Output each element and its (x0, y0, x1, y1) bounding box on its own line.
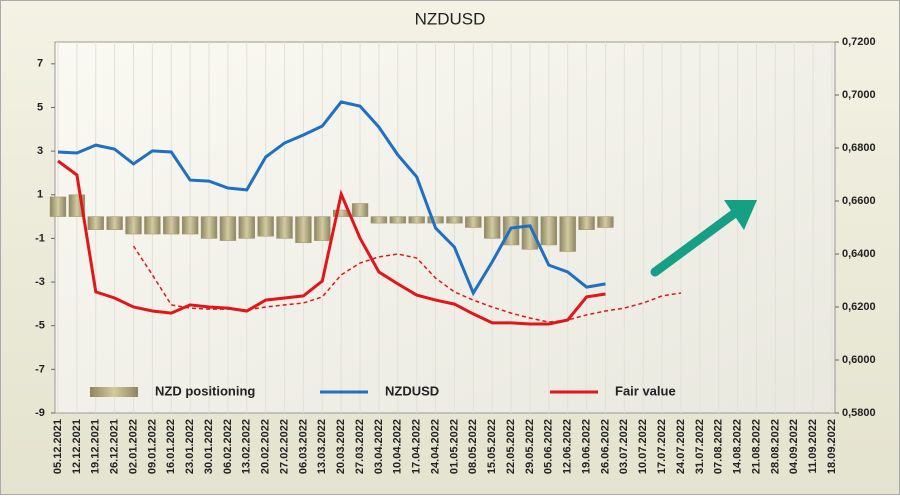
x-tick-label: 24.07.2022 (675, 419, 687, 474)
legend-swatch (90, 387, 138, 397)
y2-tick-label: 0,7000 (842, 89, 876, 101)
legend-label: NZD positioning (155, 383, 255, 398)
y-tick-label: 5 (37, 101, 43, 113)
y2-tick-label: 0,6600 (842, 195, 876, 207)
y2-tick-label: 0,6000 (842, 354, 876, 366)
x-tick-label: 19.12.2021 (90, 419, 102, 474)
y-tick-label: 1 (37, 189, 43, 201)
bar (540, 216, 558, 246)
y-tick-label: -1 (35, 232, 45, 244)
bar (125, 216, 142, 235)
y-tick-label: -3 (35, 276, 45, 288)
x-tick-label: 12.12.2021 (71, 419, 83, 474)
x-tick-label: 26.12.2021 (109, 419, 121, 474)
bar (238, 216, 255, 239)
bar (389, 216, 406, 224)
x-tick-label: 26.06.2022 (599, 419, 611, 474)
x-tick-label: 28.08.2022 (769, 419, 781, 474)
x-tick-label: 02.01.2022 (127, 419, 139, 474)
x-tick-label: 07.08.2022 (713, 419, 725, 474)
bar (144, 216, 161, 235)
x-tick-label: 05.12.2021 (52, 419, 64, 474)
line (57, 100, 606, 297)
x-tick-label: 17.07.2022 (656, 419, 668, 474)
trend-arrow (650, 208, 740, 277)
bar (314, 216, 331, 241)
x-tick-label: 23.01.2022 (184, 419, 196, 474)
x-tick-label: 19.06.2022 (580, 419, 592, 474)
y2-tick-label: 0,7200 (842, 36, 876, 48)
x-tick-label: 09.01.2022 (146, 419, 158, 474)
x-tick-label: 18.09.2022 (826, 419, 838, 474)
x-tick-label: 29.05.2022 (524, 419, 536, 474)
y-tick-label: -7 (35, 363, 45, 375)
line (57, 159, 606, 326)
y2-tick-label: 0,6200 (842, 301, 876, 313)
x-tick-label: 03.04.2022 (373, 419, 385, 474)
bar (351, 203, 369, 217)
bar (578, 216, 595, 230)
line (132, 245, 682, 323)
x-tick-label: 05.06.2022 (543, 419, 555, 474)
bar (521, 216, 539, 250)
x-tick-label: 14.08.2022 (732, 419, 744, 474)
y-tick-label: -5 (35, 320, 45, 332)
bar (370, 216, 388, 224)
bar (200, 216, 218, 239)
x-tick-label: 20.02.2022 (260, 419, 272, 474)
x-tick-label: 24.04.2022 (429, 419, 441, 474)
x-tick-label: 04.09.2022 (788, 419, 800, 474)
x-tick-label: 21.08.2022 (750, 419, 762, 474)
x-tick-label: 30.01.2022 (203, 419, 215, 474)
y-tick-label: 3 (37, 145, 43, 157)
bar (597, 216, 614, 228)
bar (446, 216, 463, 224)
x-tick-label: 03.07.2022 (618, 419, 630, 474)
bar (484, 216, 501, 239)
x-tick-label: 20.03.2022 (335, 419, 347, 474)
x-tick-label: 12.06.2022 (562, 419, 574, 474)
x-tick-label: 13.03.2022 (316, 419, 328, 474)
x-tick-label: 17.04.2022 (411, 419, 423, 474)
bar (295, 216, 312, 244)
legend-label: NZDUSD (385, 383, 439, 398)
bar (87, 216, 104, 230)
x-tick-label: 10.07.2022 (637, 419, 649, 474)
x-tick-label: 08.05.2022 (467, 419, 479, 474)
y2-tick-label: 0,6800 (842, 142, 876, 154)
x-tick-label: 11.09.2022 (807, 419, 819, 473)
y2-tick-label: 0,5800 (842, 407, 876, 419)
bar (408, 216, 425, 224)
x-tick-label: 16.01.2022 (165, 419, 177, 474)
bar (276, 216, 293, 239)
x-tick-label: 06.03.2022 (297, 419, 309, 474)
legend-label: Fair value (615, 383, 676, 398)
x-tick-label: 15.05.2022 (486, 419, 498, 474)
bar (106, 216, 123, 230)
x-tick-label: 06.02.2022 (222, 419, 234, 474)
x-tick-label: 10.04.2022 (392, 419, 404, 474)
y2-tick-label: 0,6400 (842, 248, 876, 260)
bar (465, 216, 482, 228)
y-tick-label: -9 (35, 407, 45, 419)
x-tick-label: 22.05.2022 (505, 419, 517, 474)
x-tick-label: 31.07.2022 (694, 419, 706, 474)
chart-title: NZDUSD (415, 9, 486, 28)
bar (181, 216, 199, 235)
x-tick-label: 13.02.2022 (241, 419, 253, 474)
bar (559, 216, 576, 252)
bar (163, 216, 180, 235)
x-tick-label: 27.02.2022 (278, 419, 290, 474)
bar (257, 216, 274, 237)
x-tick-label: 27.03.2022 (354, 419, 366, 474)
x-tick-label: 01.05.2022 (448, 419, 460, 474)
y-tick-label: 7 (37, 58, 43, 70)
bar (427, 216, 444, 224)
bar (49, 196, 67, 217)
bar (219, 216, 237, 241)
trend-arrow-head (724, 200, 757, 230)
